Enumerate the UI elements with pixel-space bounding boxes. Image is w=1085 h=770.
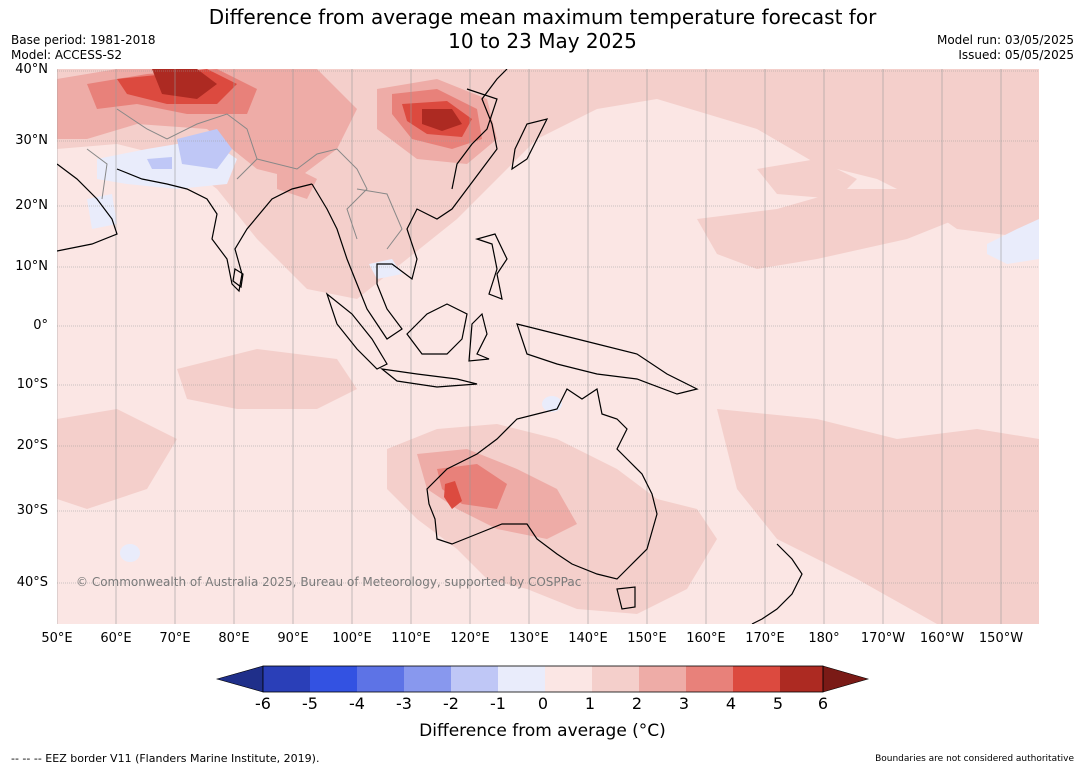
colorbar-tick: -2 bbox=[443, 694, 459, 713]
colorbar-swatch bbox=[357, 666, 404, 692]
colorbar-tick: 6 bbox=[817, 694, 829, 713]
coast-new-zealand bbox=[751, 543, 803, 624]
colorbar-swatch bbox=[451, 666, 498, 692]
anomaly-band-5-6 bbox=[152, 69, 462, 131]
lon-label: 120°E bbox=[450, 631, 490, 646]
colorbar-swatch bbox=[404, 666, 451, 692]
anomaly-band-minus-1-minus-2 bbox=[147, 129, 232, 169]
model-name: Model: ACCESS-S2 bbox=[11, 48, 123, 62]
colorbar-tick: 1 bbox=[584, 694, 596, 713]
coast-australia bbox=[426, 388, 658, 580]
lon-label: 70°E bbox=[159, 631, 191, 646]
lon-label: 50°E bbox=[41, 631, 73, 646]
lon-label: 100°E bbox=[332, 631, 372, 646]
colorbar-swatch bbox=[310, 666, 357, 692]
country-borders bbox=[86, 108, 403, 250]
lon-label: 140°E bbox=[568, 631, 608, 646]
colorbar-swatch bbox=[780, 666, 823, 692]
colorbar-swatch bbox=[545, 666, 592, 692]
title-line-2: 10 to 23 May 2025 bbox=[448, 29, 637, 53]
lat-label: 30°S bbox=[16, 503, 48, 518]
lon-label: 170°E bbox=[745, 631, 785, 646]
colorbar-swatch bbox=[215, 665, 264, 693]
colorbar-tick: -1 bbox=[490, 694, 506, 713]
map-copyright: © Commonwealth of Australia 2025, Bureau… bbox=[76, 575, 582, 589]
coast-japan bbox=[511, 118, 549, 171]
lat-label: 10°S bbox=[16, 377, 48, 392]
issued-date: Issued: 05/05/2025 bbox=[958, 48, 1074, 62]
lon-label: 170°W bbox=[860, 631, 906, 646]
colorbar-swatch bbox=[822, 665, 870, 693]
colorbar-swatch bbox=[498, 666, 545, 692]
lat-label: 40°S bbox=[16, 575, 48, 590]
coast-sulawesi bbox=[468, 312, 490, 362]
coast-india bbox=[116, 168, 313, 293]
coast-arabia bbox=[57, 163, 118, 252]
colorbar-tick: -4 bbox=[349, 694, 365, 713]
eez-note: -- -- -- EEZ border V11 (Flanders Marine… bbox=[11, 752, 320, 765]
colorbar-swatch bbox=[592, 666, 639, 692]
lat-label: 20°S bbox=[16, 438, 48, 453]
lat-label: 30°N bbox=[15, 133, 48, 148]
coast-tasmania bbox=[616, 586, 636, 610]
lon-label: 150°E bbox=[627, 631, 667, 646]
boundaries-note: Boundaries are not considered authoritat… bbox=[875, 754, 1074, 764]
graticule bbox=[57, 69, 1039, 624]
lon-label: 80°E bbox=[218, 631, 250, 646]
coast-sri-lanka bbox=[232, 268, 244, 289]
coast-java bbox=[379, 368, 478, 388]
colorbar-tick: 3 bbox=[678, 694, 690, 713]
colorbar-tick: 2 bbox=[631, 694, 643, 713]
colorbar-swatch bbox=[639, 666, 686, 692]
lon-label: 60°E bbox=[100, 631, 132, 646]
coast-china-east bbox=[451, 88, 498, 190]
colorbar-swatch bbox=[263, 666, 310, 692]
lat-label: 10°N bbox=[15, 259, 48, 274]
lat-label: 20°N bbox=[15, 198, 48, 213]
lon-label: 160°E bbox=[686, 631, 726, 646]
coast-borneo bbox=[406, 303, 468, 355]
coast-se-asia bbox=[311, 69, 508, 340]
colorbar-tick: 5 bbox=[772, 694, 784, 713]
colorbar-title: Difference from average (°C) bbox=[419, 721, 666, 741]
colorbar-tick: 0 bbox=[537, 694, 549, 713]
coast-philippines bbox=[474, 233, 508, 300]
coast-new-guinea bbox=[516, 323, 699, 395]
model-run: Model run: 03/05/2025 bbox=[936, 33, 1074, 47]
colorbar-outline bbox=[262, 665, 824, 693]
colorbar-tick: -3 bbox=[396, 694, 412, 713]
lon-label: 180° bbox=[808, 631, 840, 646]
lon-label: 110°E bbox=[391, 631, 431, 646]
temperature-anomaly-map bbox=[57, 69, 1039, 624]
colorbar-tick: 4 bbox=[725, 694, 737, 713]
lon-label: 130°E bbox=[509, 631, 549, 646]
colorbar bbox=[215, 665, 870, 693]
colorbar-tick: -6 bbox=[255, 694, 271, 713]
lon-label: 150°W bbox=[978, 631, 1024, 646]
lat-label: 40°N bbox=[15, 62, 48, 77]
coast-sumatra bbox=[325, 292, 388, 370]
colorbar-swatch bbox=[733, 666, 780, 692]
base-period: Base period: 1981-2018 bbox=[11, 33, 156, 47]
colorbar-swatch bbox=[686, 666, 733, 692]
colorbar-tick: -5 bbox=[302, 694, 318, 713]
lat-label: 0° bbox=[33, 318, 48, 333]
lon-label: 90°E bbox=[277, 631, 309, 646]
lon-label: 160°W bbox=[919, 631, 965, 646]
title-line-1: Difference from average mean maximum tem… bbox=[208, 5, 877, 29]
coastlines bbox=[57, 69, 803, 624]
